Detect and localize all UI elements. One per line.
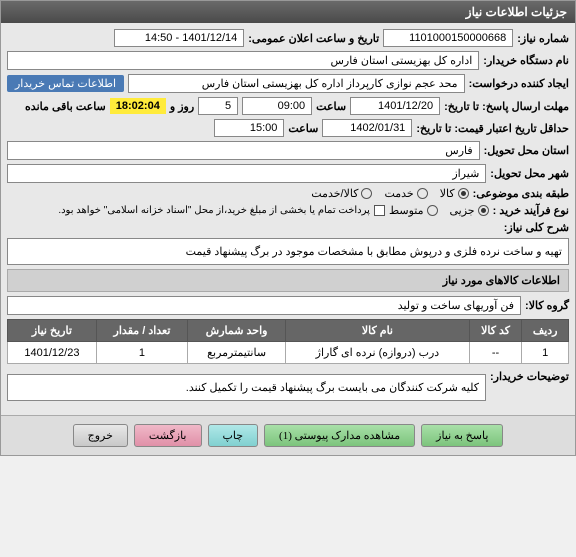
radio-service[interactable]: خدمت — [384, 187, 427, 200]
exit-button[interactable]: خروج — [73, 424, 128, 447]
requester-field: محد عجم نوازی کارپرداز اداره کل بهزیستی … — [128, 74, 465, 93]
deadline-label: مهلت ارسال پاسخ: تا تاریخ: — [444, 100, 569, 113]
validity-date-field: 1402/01/31 — [322, 119, 412, 137]
days-field: 5 — [198, 97, 238, 115]
time-label-2: ساعت — [288, 122, 318, 135]
details-panel: جزئیات اطلاعات نیاز شماره نیاز: 11010001… — [0, 0, 576, 456]
buyer-label: نام دستگاه خریدار: — [483, 54, 569, 67]
buyer-note-box: کلیه شرکت کنندگان می بایست برگ پیشنهاد ق… — [7, 374, 486, 401]
table-header-row: ردیف کد کالا نام کالا واحد شمارش تعداد /… — [8, 320, 569, 342]
province-field: فارس — [7, 141, 480, 160]
radio-service-icon — [417, 188, 428, 199]
process-radio-group: جزیی متوسط — [389, 204, 489, 217]
category-label: طبقه بندی موضوعی: — [473, 187, 569, 200]
buyer-field: اداره کل بهزیستی استان فارس — [7, 51, 479, 70]
radio-both-icon — [361, 188, 372, 199]
th-1: کد کالا — [469, 320, 522, 342]
th-0: ردیف — [522, 320, 569, 342]
buyer-note-label: توضیحات خریدار: — [490, 370, 569, 383]
respond-button[interactable]: پاسخ به نیاز — [421, 424, 503, 447]
requester-label: ایجاد کننده درخواست: — [469, 77, 569, 90]
items-table: ردیف کد کالا نام کالا واحد شمارش تعداد /… — [7, 319, 569, 364]
contact-badge[interactable]: اطلاعات تماس خریدار — [7, 75, 124, 92]
announce-date-field: 1401/12/14 - 14:50 — [114, 29, 244, 47]
payment-note: پرداخت تمام یا بخشی از مبلغ خرید،از محل … — [58, 205, 370, 216]
table-row[interactable]: 1 -- درب (دروازه) نرده ای گاراژ سانتیمتر… — [8, 342, 569, 364]
back-button[interactable]: بازگشت — [134, 424, 202, 447]
validity-time-field: 15:00 — [214, 119, 284, 137]
attachments-button[interactable]: مشاهده مدارک پیوستی (1) — [264, 424, 415, 447]
th-3: واحد شمارش — [188, 320, 286, 342]
radio-medium-icon — [427, 205, 438, 216]
th-5: تاریخ نیاز — [8, 320, 97, 342]
remaining-time: 18:02:04 — [110, 98, 166, 114]
day-label: روز و — [170, 100, 194, 113]
button-bar: پاسخ به نیاز مشاهده مدارک پیوستی (1) چاپ… — [1, 415, 575, 455]
desc-box: تهیه و ساخت نرده فلزی و درپوش مطابق با م… — [7, 238, 569, 265]
deadline-time-field: 09:00 — [242, 97, 312, 115]
deadline-date-field: 1401/12/20 — [350, 97, 440, 115]
group-field: فن آوریهای ساخت و تولید — [7, 296, 521, 315]
radio-medium[interactable]: متوسط — [389, 204, 438, 217]
province-label: استان محل تحویل: — [484, 144, 569, 157]
panel-content: شماره نیاز: 1101000150000668 تاریخ و ساع… — [1, 23, 575, 415]
radio-partial-icon — [478, 205, 489, 216]
td-5: 1401/12/23 — [8, 342, 97, 364]
city-label: شهر محل تحویل: — [490, 167, 569, 180]
radio-goods-icon — [458, 188, 469, 199]
announce-date-label: تاریخ و ساعت اعلان عمومی: — [248, 32, 379, 45]
group-label: گروه کالا: — [525, 299, 569, 312]
validity-label: حداقل تاریخ اعتبار قیمت: تا تاریخ: — [416, 122, 569, 135]
need-number-field: 1101000150000668 — [383, 29, 513, 47]
td-4: 1 — [96, 342, 187, 364]
td-3: سانتیمترمربع — [188, 342, 286, 364]
print-button[interactable]: چاپ — [208, 424, 259, 447]
radio-both[interactable]: کالا/خدمت — [311, 187, 372, 200]
td-2: درب (دروازه) نرده ای گاراژ — [286, 342, 470, 364]
remaining-label: ساعت باقی مانده — [25, 100, 106, 113]
need-number-label: شماره نیاز: — [517, 32, 569, 45]
desc-label: شرح کلی نیاز: — [504, 221, 569, 234]
payment-checkbox[interactable] — [374, 205, 385, 216]
radio-goods[interactable]: کالا — [440, 187, 469, 200]
items-section-title: اطلاعات کالاهای مورد نیاز — [7, 269, 569, 292]
category-radio-group: کالا خدمت کالا/خدمت — [311, 187, 468, 200]
td-0: 1 — [522, 342, 569, 364]
city-field: شیراز — [7, 164, 486, 183]
header-title: جزئیات اطلاعات نیاز — [466, 5, 567, 19]
th-4: تعداد / مقدار — [96, 320, 187, 342]
process-label: نوع فرآیند خرید : — [493, 204, 569, 217]
radio-partial[interactable]: جزیی — [450, 204, 489, 217]
th-2: نام کالا — [286, 320, 470, 342]
td-1: -- — [469, 342, 522, 364]
time-label-1: ساعت — [316, 100, 346, 113]
panel-header: جزئیات اطلاعات نیاز — [1, 1, 575, 23]
